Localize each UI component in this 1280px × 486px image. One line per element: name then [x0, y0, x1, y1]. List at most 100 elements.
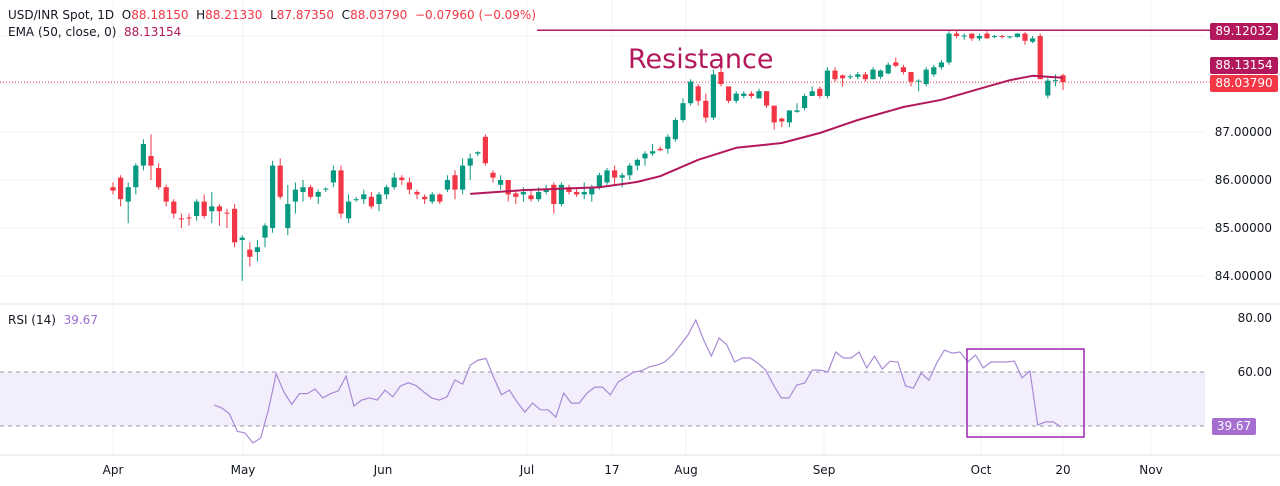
candle-up [444, 180, 450, 190]
candle-down [414, 192, 420, 195]
time-tick: Aug [674, 463, 698, 477]
candle-down [232, 208, 238, 243]
candle-down [178, 218, 184, 220]
candle-up [239, 237, 245, 240]
candle-up [140, 144, 146, 166]
candle-up [581, 192, 587, 195]
rsi-band [0, 372, 1205, 426]
candle-down [505, 180, 511, 195]
ema-price-badge: 88.13154 [1210, 57, 1278, 74]
close-value: 88.03790 [350, 8, 408, 22]
time-tick: Nov [1139, 463, 1163, 477]
candle-up [498, 180, 504, 185]
time-tick: May [230, 463, 256, 477]
resistance-price-badge: 89.12032 [1210, 23, 1278, 40]
candle-down [908, 72, 914, 82]
candle-down [954, 33, 960, 36]
candle-down [490, 172, 496, 178]
candle-up [520, 192, 526, 195]
candle-up [665, 136, 671, 149]
candle-up [976, 36, 982, 39]
rsi-label: RSI (14) [8, 313, 56, 327]
candle-up [992, 36, 998, 37]
candle-down [216, 206, 222, 212]
time-tick: Jun [373, 463, 393, 477]
rsi-line [213, 318, 1062, 444]
last-price-badge: 88.03790 [1210, 75, 1278, 92]
candle-up [931, 67, 937, 75]
candle-up [627, 165, 633, 176]
candle-down [551, 184, 557, 204]
candle-down [201, 201, 207, 216]
candle-down [513, 193, 519, 197]
candle-down [771, 105, 777, 123]
time-tick: Sep [812, 463, 836, 477]
rsi-highlight-box [966, 348, 1085, 438]
candle-up [125, 187, 131, 202]
candle-down [893, 62, 899, 66]
rsi-legend: RSI (14) 39.67 [8, 313, 98, 327]
candle-down [163, 187, 169, 202]
time-tick: Apr [102, 463, 124, 477]
candle-up [802, 96, 808, 108]
candle-up [786, 110, 792, 123]
candle-down [566, 187, 572, 192]
candle-down [171, 201, 177, 214]
candle-up [878, 70, 884, 77]
candle-down [840, 75, 846, 79]
candle-down [832, 70, 838, 80]
low-value: 87.87350 [276, 8, 335, 22]
candle-up [634, 159, 640, 166]
time-tick: 20 [1055, 463, 1071, 477]
candle-up [672, 120, 678, 140]
low-label: L [270, 8, 277, 22]
candle-up [596, 175, 602, 188]
candle-up [262, 225, 268, 238]
candle-up [680, 103, 686, 120]
candle-up [133, 165, 139, 188]
candle-up [391, 177, 397, 188]
candle-up [794, 110, 800, 112]
candle-up [938, 62, 944, 68]
symbol-title: USD/INR Spot, 1D [8, 8, 115, 22]
candle-down [452, 175, 458, 190]
candle-up [824, 70, 830, 96]
candle-down [368, 196, 374, 207]
candle-up [353, 199, 359, 201]
price-legend: USD/INR Spot, 1D O88.18150 H88.21330 L87… [8, 8, 536, 22]
candle-down [308, 187, 314, 197]
candle-down [1060, 75, 1066, 83]
candle-up [650, 151, 656, 154]
candle-down [969, 33, 975, 39]
change-value: −0.07960 (−0.09%) [414, 8, 536, 22]
candle-up [194, 201, 200, 216]
candle-down [422, 196, 428, 200]
candle-down [703, 100, 709, 118]
candle-down [247, 249, 253, 257]
close-label: C [341, 8, 351, 22]
candle-down [118, 177, 124, 200]
candle-up [604, 170, 610, 183]
candle-down [862, 74, 868, 80]
candle-up [292, 189, 298, 202]
candle-down [148, 156, 154, 166]
candle-down [779, 118, 785, 122]
ema-line [470, 74, 1064, 195]
candle-up [885, 64, 891, 74]
open-label: O [121, 8, 132, 22]
time-tick: Jul [519, 463, 535, 477]
candle-down [726, 86, 732, 101]
candle-up [315, 192, 321, 197]
candle-up [384, 187, 390, 195]
ema-label: EMA (50, close, 0) [8, 25, 117, 39]
candle-up [756, 91, 762, 99]
candle-up [300, 187, 306, 192]
candle-up [1014, 33, 1020, 37]
price-tick: 86.00000 [1214, 173, 1272, 187]
candle-down [156, 168, 162, 188]
candle-up [809, 91, 815, 96]
candle-down [612, 170, 618, 178]
resistance-annotation: Resistance [628, 44, 774, 75]
candle-down [528, 195, 534, 200]
